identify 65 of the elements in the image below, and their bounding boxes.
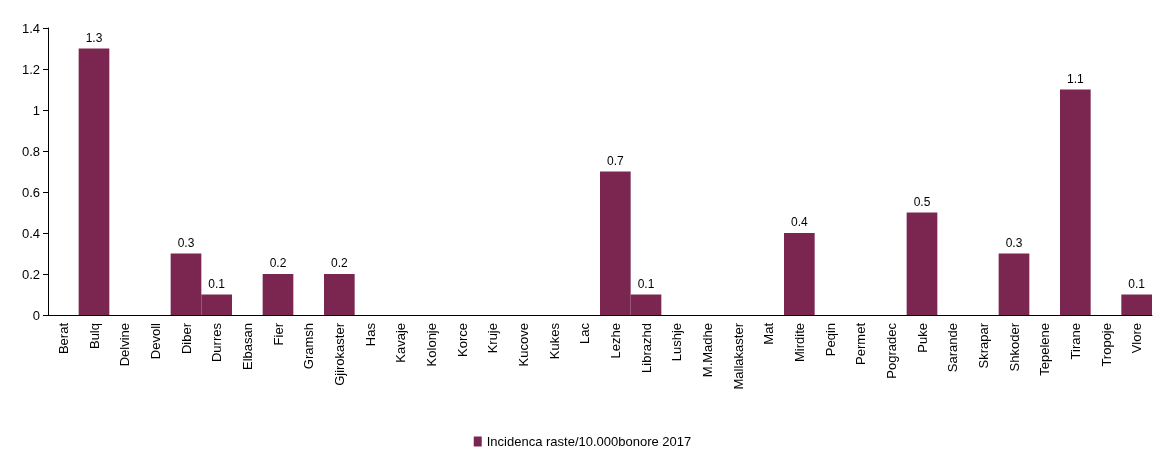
- x-tick-label: Korce: [454, 323, 470, 357]
- x-tick-label: Lac: [577, 322, 593, 344]
- x-tick-label: Delvine: [117, 323, 133, 367]
- data-label: 1.1: [1066, 71, 1084, 86]
- data-label: 0.1: [637, 276, 655, 291]
- x-tick-label: Lezhe: [607, 323, 623, 359]
- x-tick-label: Peqin: [822, 323, 838, 357]
- bar: [998, 253, 1030, 315]
- x-tick-label: Sarande: [945, 323, 961, 373]
- x-tick-label: Bulq: [86, 323, 102, 350]
- x-tick-label: Kavaje: [393, 323, 409, 363]
- bar: [324, 274, 355, 315]
- x-tick-label: Mat: [761, 322, 777, 345]
- data-label: 0.5: [913, 194, 931, 209]
- data-label: 0.3: [1005, 235, 1023, 250]
- y-tick-label: 0.8: [21, 143, 40, 159]
- x-tick-label: Tepelene: [1037, 323, 1053, 376]
- x-tick-label: Tropoje: [1098, 323, 1114, 367]
- y-tick-label: 0.4: [21, 225, 40, 241]
- x-tick-label: Shkoder: [1006, 322, 1022, 372]
- x-tick-label: Durres: [209, 322, 225, 363]
- data-label: 0.7: [606, 153, 624, 168]
- data-label: 0.4: [790, 215, 808, 229]
- x-tick-label: Kruje: [485, 323, 501, 354]
- x-tick-label: Berat: [55, 322, 71, 355]
- x-tick-label: Gjirokaster: [331, 322, 347, 386]
- data-label: 0.1: [1128, 276, 1146, 291]
- x-tick-label: Devoll: [147, 322, 163, 360]
- legend-label: Incidenca raste/10.000bonore 2017: [486, 434, 692, 449]
- x-tick-label: Elbasan: [239, 323, 255, 370]
- x-tick-label: Pogradec: [883, 322, 899, 379]
- x-tick-label: Mirdite: [791, 323, 807, 363]
- y-tick-label: 1.2: [21, 61, 40, 77]
- x-tick-label: Vlore: [1129, 323, 1145, 354]
- bar: [784, 233, 815, 315]
- y-tick-label: 1: [32, 102, 40, 118]
- x-tick-label: Tirane: [1067, 323, 1083, 360]
- data-label: 0.3: [177, 235, 195, 250]
- bar: [1060, 89, 1091, 315]
- x-tick-label: Diber: [178, 322, 194, 355]
- data-label: 1.3: [85, 30, 103, 45]
- data-label: 0.1: [208, 276, 226, 291]
- y-tick-label: 1.4: [21, 20, 40, 36]
- x-tick-label: M.Madhe: [699, 323, 715, 378]
- x-tick-label: Puke: [914, 323, 930, 353]
- x-tick-label: Gramsh: [301, 323, 317, 370]
- x-tick-label: Librazhd: [638, 323, 654, 373]
- x-tick-label: Kolonje: [423, 323, 439, 367]
- y-tick-label: 0: [32, 307, 40, 323]
- bar: [78, 48, 110, 315]
- data-label: 0.2: [269, 256, 287, 270]
- x-tick-label: Lushje: [669, 323, 685, 362]
- x-tick-label: Kukes: [546, 322, 562, 360]
- x-tick-label: Mallakaster: [730, 322, 746, 390]
- x-tick-label: Permet: [853, 322, 869, 365]
- bar: [1121, 294, 1152, 315]
- y-tick-label: 0.2: [21, 266, 40, 282]
- y-tick-label: 0.6: [21, 184, 40, 200]
- data-label: 0.2: [330, 256, 348, 270]
- bar: [906, 212, 938, 315]
- x-tick-label: Has: [362, 322, 378, 347]
- x-tick-label: Kucove: [515, 323, 531, 367]
- x-tick-label: Skrapar: [975, 322, 991, 369]
- x-tick-label: Fier: [270, 322, 286, 346]
- bar: [262, 274, 294, 315]
